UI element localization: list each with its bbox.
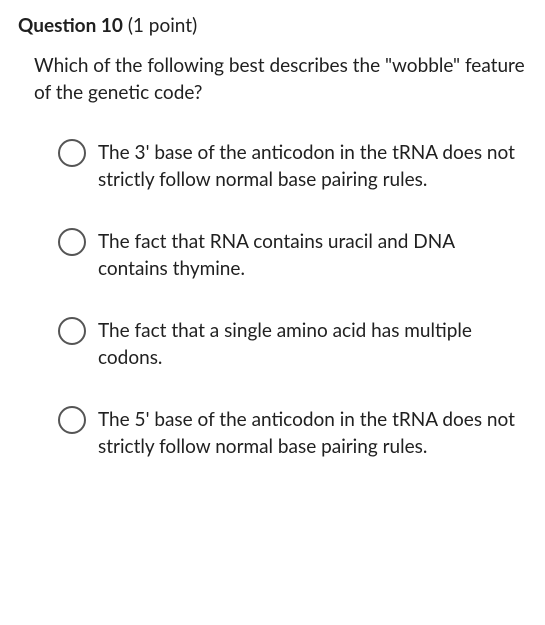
radio-icon[interactable] — [58, 317, 86, 345]
radio-icon[interactable] — [58, 228, 86, 256]
option-text: The 5' base of the anticodon in the tRNA… — [98, 406, 527, 461]
question-stem: Which of the following best describes th… — [34, 53, 527, 107]
option-text: The fact that RNA contains uracil and DN… — [98, 228, 527, 283]
question-number: Question 10 — [18, 14, 123, 37]
options-group: The 3' base of the anticodon in the tRNA… — [58, 139, 527, 461]
radio-icon[interactable] — [58, 139, 86, 167]
question-header: Question 10 (1 point) — [18, 14, 527, 37]
option-2[interactable]: The fact that a single amino acid has mu… — [58, 317, 527, 372]
option-text: The 3' base of the anticodon in the tRNA… — [98, 139, 527, 194]
option-3[interactable]: The 5' base of the anticodon in the tRNA… — [58, 406, 527, 461]
option-text: The fact that a single amino acid has mu… — [98, 317, 527, 372]
option-0[interactable]: The 3' base of the anticodon in the tRNA… — [58, 139, 527, 194]
option-1[interactable]: The fact that RNA contains uracil and DN… — [58, 228, 527, 283]
radio-icon[interactable] — [58, 406, 86, 434]
question-points: (1 point) — [128, 14, 197, 37]
